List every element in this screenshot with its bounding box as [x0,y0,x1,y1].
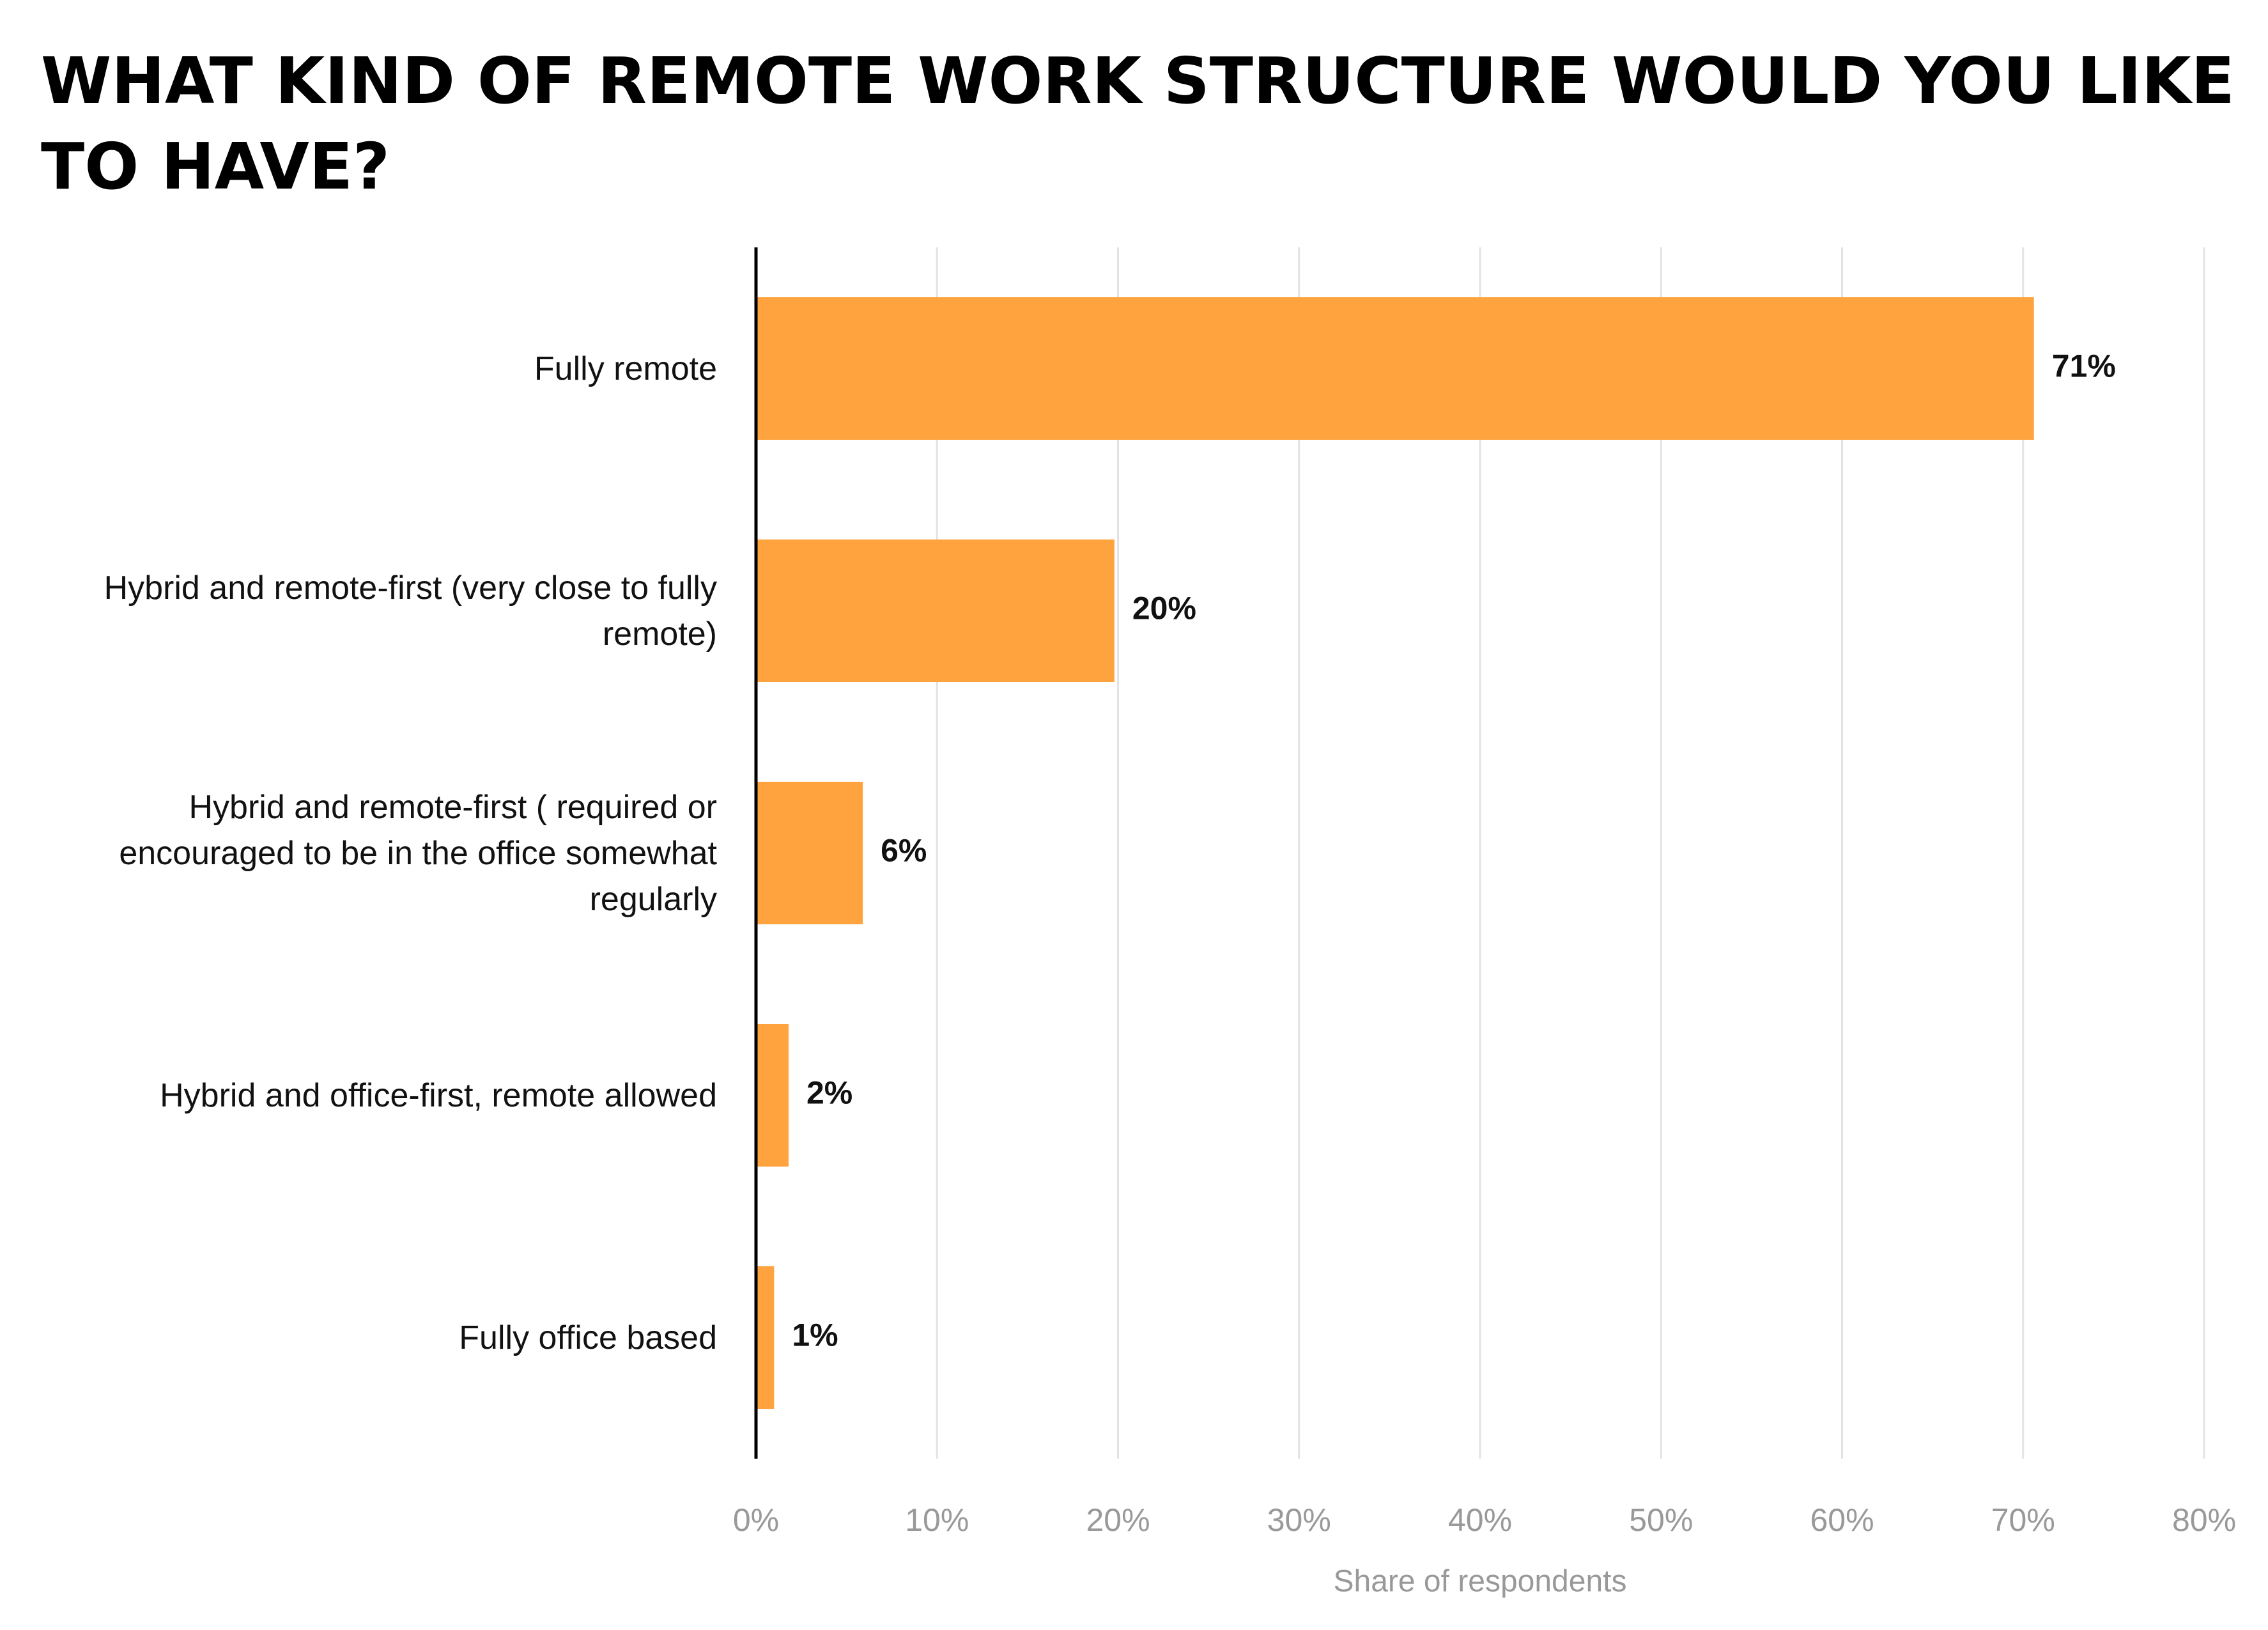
x-tick-label: 50% [1629,1502,1693,1538]
x-tick-label: 80% [2172,1502,2236,1538]
y-tick-label: Fully remote [534,350,717,387]
x-axis-title: Share of respondents [1334,1565,1627,1599]
x-tick-label: 70% [1991,1502,2055,1538]
y-tick-label: Hybrid and remote-first ( required or en… [119,788,717,918]
bar [756,782,863,924]
bar [756,1266,775,1409]
data-label: 71% [2052,348,2116,384]
bar [756,539,1115,682]
data-label: 6% [881,833,927,869]
x-tick-label: 60% [1810,1502,1874,1538]
data-label: 2% [806,1075,852,1111]
x-tick-label: 10% [905,1502,969,1538]
x-tick-label: 0% [733,1502,779,1538]
chart-title: WHAT KIND OF REMOTE WORK STRUCTURE WOULD… [41,43,2235,204]
bar [756,1024,789,1167]
x-tick-label: 40% [1448,1502,1512,1538]
y-tick-label: Hybrid and remote-first (very close to f… [104,569,717,653]
data-label: 20% [1132,591,1196,626]
x-tick-label: 30% [1267,1502,1331,1538]
y-tick-label: Fully office based [459,1319,717,1356]
data-label: 1% [792,1317,838,1353]
x-tick-label: 20% [1086,1502,1150,1538]
bar [756,297,2034,440]
y-tick-label: Hybrid and office-first, remote allowed [160,1076,717,1114]
